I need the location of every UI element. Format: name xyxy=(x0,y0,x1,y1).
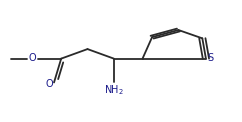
Text: NH$_2$: NH$_2$ xyxy=(104,84,124,97)
Text: O: O xyxy=(29,53,36,63)
Text: O: O xyxy=(46,79,53,89)
Text: S: S xyxy=(207,53,213,63)
